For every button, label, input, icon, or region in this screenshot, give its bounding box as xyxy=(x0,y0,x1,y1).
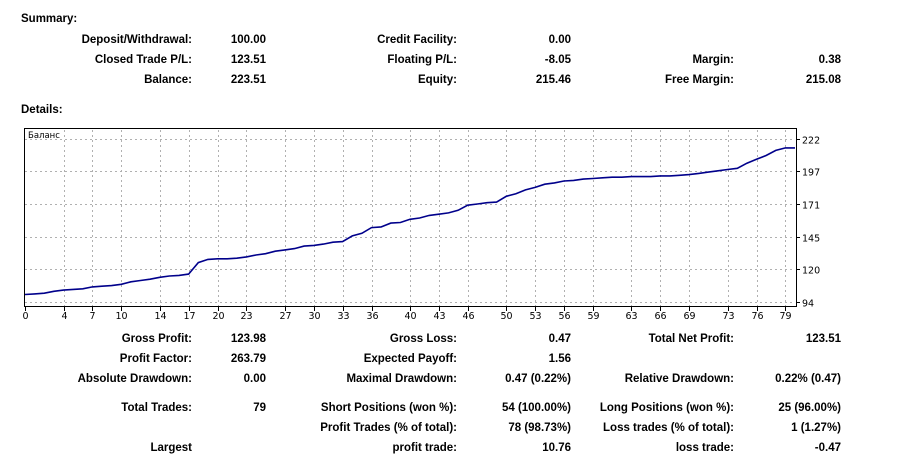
details-value: 0.47 xyxy=(548,333,571,345)
details-label: Maximal Drawdown: xyxy=(346,373,457,385)
details-label: Expected Payoff: xyxy=(363,353,457,365)
x-tick-label: 69 xyxy=(683,311,695,322)
details-value: 54 (100.00%) xyxy=(501,402,571,414)
balance-series-line xyxy=(24,147,795,296)
summary-value: 215.08 xyxy=(805,74,841,86)
summary-value: -8.05 xyxy=(544,54,571,66)
y-tick-label: 145 xyxy=(802,234,820,245)
summary-label: Floating P/L: xyxy=(387,54,457,66)
chart-ticks: 94 120 145 171 197 222 0 4 7 10 14 17 20 23 27 30 33 36 40… xyxy=(22,136,820,323)
summary-value: 215.46 xyxy=(535,74,571,86)
summary-label: Credit Facility: xyxy=(377,34,457,46)
summary-heading: Summary: xyxy=(21,13,78,25)
details-value: 10.76 xyxy=(542,442,571,454)
details-label: Total Net Profit: xyxy=(648,333,734,345)
details-heading: Details: xyxy=(21,104,63,116)
summary-value: 0.38 xyxy=(818,54,841,66)
details-label: Relative Drawdown: xyxy=(624,373,734,385)
summary-label: Free Margin: xyxy=(664,74,734,86)
x-tick-label: 76 xyxy=(751,311,763,322)
details-value: 123.98 xyxy=(230,333,266,345)
summary-value: 123.51 xyxy=(230,54,266,66)
x-tick-label: 17 xyxy=(183,311,195,322)
details-label: Profit Trades (% of total): xyxy=(320,422,457,434)
details-label: loss trade: xyxy=(675,442,734,454)
x-tick-label: 7 xyxy=(89,311,95,322)
summary-label: Margin: xyxy=(692,54,734,66)
details-label: Short Positions (won %): xyxy=(320,402,457,414)
x-tick-label: 40 xyxy=(404,311,416,322)
x-tick-label: 36 xyxy=(366,311,378,322)
details-label: Long Positions (won %): xyxy=(599,402,734,414)
x-tick-label: 30 xyxy=(308,311,320,322)
summary-label: Balance: xyxy=(144,74,192,86)
x-tick-label: 59 xyxy=(587,311,599,322)
details-value: 25 (96.00%) xyxy=(778,402,841,414)
y-tick-label: 197 xyxy=(802,168,820,179)
x-tick-label: 4 xyxy=(61,311,67,322)
x-tick-label: 14 xyxy=(154,311,166,322)
details-value: 79 xyxy=(253,402,266,414)
x-tick-label: 20 xyxy=(212,311,224,322)
x-tick-label: 23 xyxy=(240,311,252,322)
y-tick-label: 171 xyxy=(802,201,820,212)
details-label: Gross Profit: xyxy=(121,333,192,345)
x-tick-label: 43 xyxy=(433,311,445,322)
x-tick-label: 56 xyxy=(558,311,570,322)
y-tick-label: 222 xyxy=(802,136,820,147)
details-label: Loss trades (% of total): xyxy=(603,422,734,434)
y-tick-label: 94 xyxy=(802,299,814,310)
x-tick-label: 27 xyxy=(279,311,291,322)
x-tick-label: 46 xyxy=(462,311,474,322)
details-value: -0.47 xyxy=(814,442,841,454)
summary-label: Deposit/Withdrawal: xyxy=(81,34,192,46)
details-value: 78 (98.73%) xyxy=(508,422,571,434)
details-label: profit trade: xyxy=(392,442,457,454)
details-label: Gross Loss: xyxy=(389,333,457,345)
summary-label: Equity: xyxy=(418,74,457,86)
chart-title: Баланс xyxy=(28,131,60,141)
details-value: 0.00 xyxy=(243,373,266,385)
x-tick-label: 10 xyxy=(115,311,127,322)
x-tick-label: 63 xyxy=(625,311,637,322)
summary-value: 100.00 xyxy=(230,34,266,46)
details-value: 263.79 xyxy=(230,353,266,365)
details-value: 123.51 xyxy=(805,333,841,345)
x-tick-label: 79 xyxy=(779,311,791,322)
y-tick-label: 120 xyxy=(802,266,820,277)
details-label: Profit Factor: xyxy=(119,353,192,365)
details-value: 1.56 xyxy=(548,353,571,365)
x-tick-label: 53 xyxy=(529,311,541,322)
summary-value: 223.51 xyxy=(230,74,266,86)
x-tick-label: 0 xyxy=(22,311,28,322)
details-label: Largest xyxy=(150,442,192,454)
summary-value: 0.00 xyxy=(548,34,571,46)
details-value: 0.22% (0.47) xyxy=(775,373,841,385)
details-value: 1 (1.27%) xyxy=(791,422,841,434)
details-label: Absolute Drawdown: xyxy=(77,373,192,385)
x-tick-label: 33 xyxy=(337,311,349,322)
details-value: 0.47 (0.22%) xyxy=(505,373,571,385)
x-tick-label: 50 xyxy=(500,311,512,322)
x-tick-label: 66 xyxy=(654,311,666,322)
summary-label: Closed Trade P/L: xyxy=(94,54,192,66)
chart-grid xyxy=(25,130,795,306)
balance-chart: Баланс 94 120 145 171 197 222 0 4 7 10 14 17 20 23 27 3… xyxy=(22,128,820,323)
details-label: Total Trades: xyxy=(121,402,192,414)
x-tick-label: 73 xyxy=(722,311,734,322)
